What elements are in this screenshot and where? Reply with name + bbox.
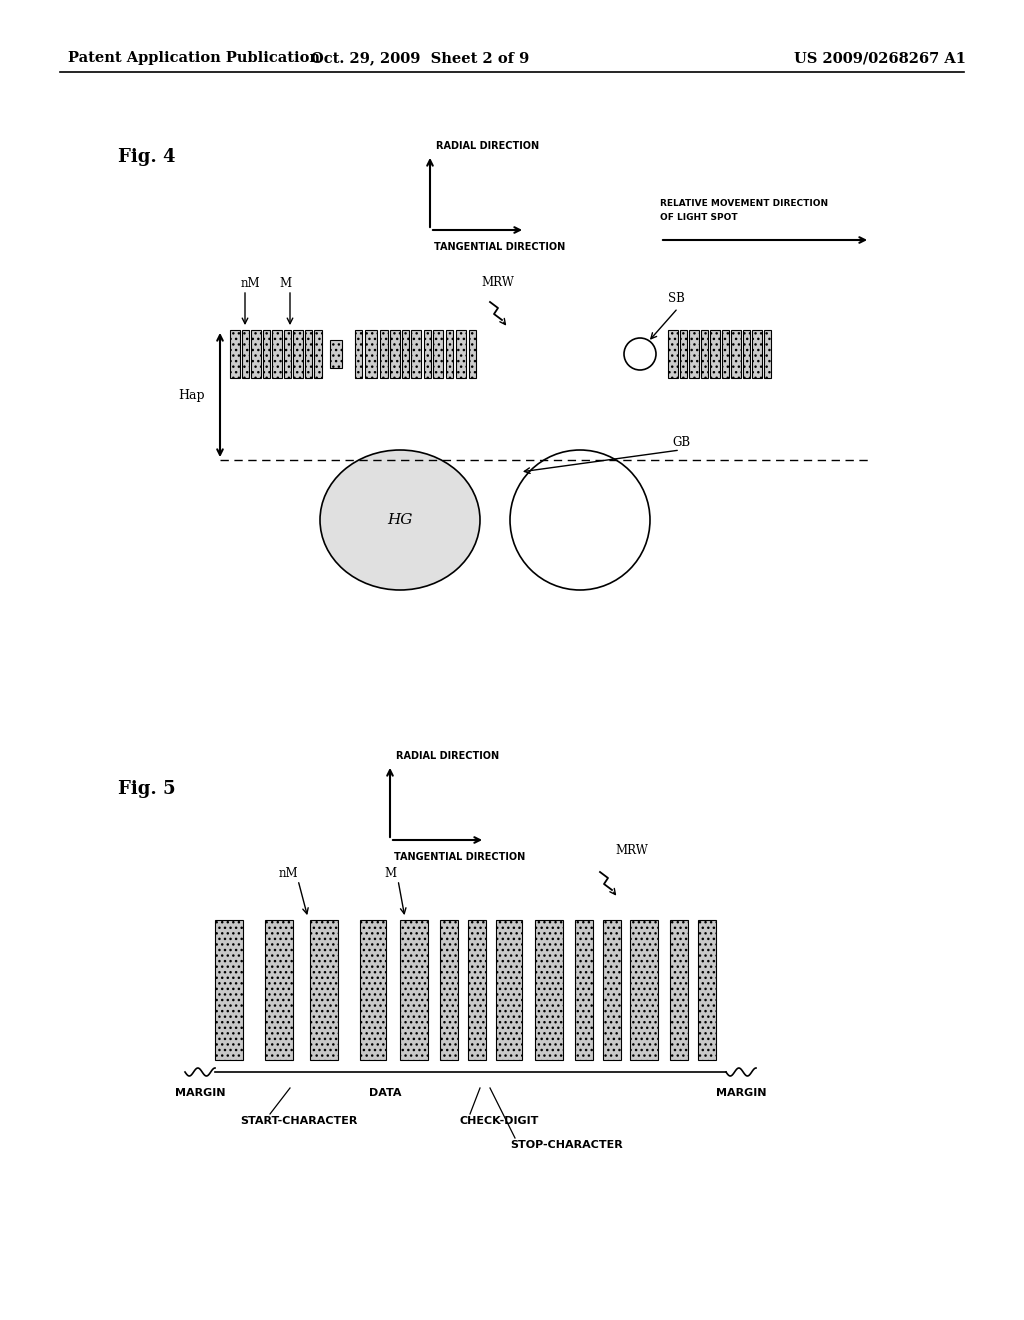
Text: Patent Application Publication: Patent Application Publication — [68, 51, 319, 65]
Text: RADIAL DIRECTION: RADIAL DIRECTION — [396, 751, 499, 762]
Bar — [496, 920, 522, 1060]
Bar — [230, 330, 240, 378]
Bar — [722, 330, 729, 378]
Text: M: M — [384, 867, 396, 880]
Bar — [469, 330, 476, 378]
Bar — [355, 330, 362, 378]
Text: STOP-CHARACTER: STOP-CHARACTER — [510, 1140, 623, 1150]
Bar — [468, 920, 486, 1060]
Text: MRW: MRW — [481, 276, 514, 289]
Text: MARGIN: MARGIN — [716, 1088, 766, 1098]
Text: RELATIVE MOVEMENT DIRECTION: RELATIVE MOVEMENT DIRECTION — [660, 199, 828, 209]
Text: TANGENTIAL DIRECTION: TANGENTIAL DIRECTION — [434, 242, 565, 252]
Text: Fig. 4: Fig. 4 — [118, 148, 175, 166]
Bar — [402, 330, 409, 378]
Bar — [668, 330, 678, 378]
Bar — [305, 330, 312, 378]
Bar — [575, 920, 593, 1060]
Bar — [603, 920, 621, 1060]
Text: Fig. 5: Fig. 5 — [118, 780, 176, 799]
Bar — [390, 330, 400, 378]
Text: HG: HG — [387, 513, 413, 527]
Bar — [440, 920, 458, 1060]
Bar — [215, 920, 243, 1060]
Bar — [263, 330, 270, 378]
Bar — [272, 330, 282, 378]
Text: TANGENTIAL DIRECTION: TANGENTIAL DIRECTION — [394, 851, 525, 862]
Bar — [680, 330, 687, 378]
Text: START-CHARACTER: START-CHARACTER — [240, 1115, 357, 1126]
Text: MRW: MRW — [615, 843, 648, 857]
Bar — [731, 330, 741, 378]
Bar — [365, 330, 377, 378]
Bar — [689, 330, 699, 378]
Bar — [314, 330, 322, 378]
Bar — [284, 330, 291, 378]
Bar — [630, 920, 658, 1060]
Text: nM: nM — [279, 867, 298, 880]
Bar — [380, 330, 388, 378]
Bar — [265, 920, 293, 1060]
Text: DATA: DATA — [369, 1088, 401, 1098]
Bar — [535, 920, 563, 1060]
Text: CHECK-DIGIT: CHECK-DIGIT — [460, 1115, 540, 1126]
Text: SB: SB — [668, 292, 685, 305]
Bar — [456, 330, 466, 378]
Bar — [752, 330, 762, 378]
Bar — [710, 330, 720, 378]
Bar — [701, 330, 708, 378]
Bar — [310, 920, 338, 1060]
Bar — [698, 920, 716, 1060]
Bar — [411, 330, 421, 378]
Text: GB: GB — [672, 436, 690, 449]
Bar — [446, 330, 453, 378]
Text: MARGIN: MARGIN — [175, 1088, 225, 1098]
Text: OF LIGHT SPOT: OF LIGHT SPOT — [660, 213, 737, 222]
Bar — [360, 920, 386, 1060]
Text: Oct. 29, 2009  Sheet 2 of 9: Oct. 29, 2009 Sheet 2 of 9 — [311, 51, 529, 65]
Text: Hap: Hap — [178, 388, 205, 401]
Bar — [670, 920, 688, 1060]
Text: nM: nM — [241, 277, 260, 290]
Bar — [293, 330, 303, 378]
Bar — [424, 330, 431, 378]
Bar — [330, 341, 342, 368]
Text: M: M — [279, 277, 291, 290]
Bar — [400, 920, 428, 1060]
Text: RADIAL DIRECTION: RADIAL DIRECTION — [436, 141, 539, 150]
Text: US 2009/0268267 A1: US 2009/0268267 A1 — [794, 51, 966, 65]
Bar — [743, 330, 750, 378]
Bar — [433, 330, 443, 378]
Ellipse shape — [319, 450, 480, 590]
Bar — [764, 330, 771, 378]
Bar — [251, 330, 261, 378]
Bar — [242, 330, 249, 378]
